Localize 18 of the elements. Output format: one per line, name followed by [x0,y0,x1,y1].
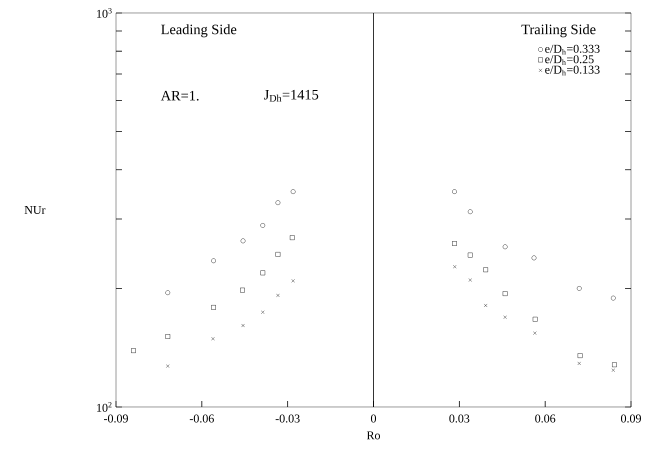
annotation: J$_{Dh}$=1415 [264,90,318,102]
annotation: Trailing Side [521,24,596,38]
x-tick-label: 0.06 [535,414,556,423]
y-tick-label: 10$^{3}$ [97,8,112,18]
x-axis-title: Ro [366,431,380,440]
x-tick-label: 0 [370,414,376,423]
y-tick-label: 10$^{2}$ [97,402,112,412]
annotation: AR=1. [160,90,199,101]
legend-label: e/D$_{h}$=0.25 [545,55,594,65]
legend-label: e/D$_{h}$=0.333 [545,44,600,54]
x-tick-label: 0.09 [621,414,641,423]
y-axis-title: NUr [24,206,46,214]
x-tick-label: -0.03 [276,414,300,423]
x-tick-label: 0.03 [449,414,470,423]
legend-label: e/D$_{h}$=0.133 [545,66,600,76]
x-tick-label: -0.09 [104,414,128,423]
x-tick-label: -0.06 [190,414,214,423]
annotation: Leading Side [161,24,236,38]
